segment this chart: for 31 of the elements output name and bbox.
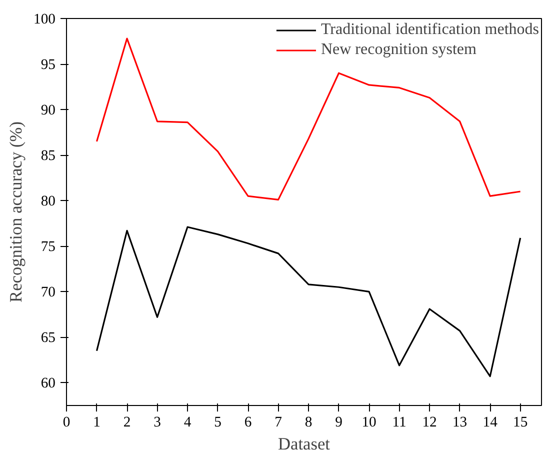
- x-axis-title: Dataset: [278, 434, 330, 454]
- x-tick-label: 2: [123, 414, 131, 430]
- y-tick-label: 95: [40, 57, 56, 74]
- x-tick-label: 8: [304, 414, 312, 430]
- y-tick-label: 90: [40, 102, 56, 119]
- y-tick-label: 85: [40, 148, 56, 164]
- y-tick-label: 65: [40, 330, 56, 346]
- legend-label: New recognition system: [320, 41, 476, 59]
- x-tick-label: 11: [392, 414, 406, 430]
- x-tick-label: 14: [482, 414, 498, 430]
- x-tick-label: 5: [214, 414, 222, 430]
- x-tick-label: 15: [512, 414, 528, 430]
- x-tick-label: 7: [274, 414, 282, 430]
- x-tick-label: 6: [244, 414, 252, 430]
- y-tick-label: 80: [40, 194, 56, 210]
- x-tick-label: 12: [422, 414, 437, 430]
- x-tick-label: 4: [184, 414, 192, 430]
- legend-label: Traditional identification methods: [320, 21, 539, 39]
- y-tick-label: 60: [40, 376, 56, 392]
- x-tick-label: 0: [62, 414, 70, 430]
- x-tick-label: 9: [335, 414, 342, 430]
- y-tick-label: 75: [40, 239, 56, 256]
- x-tick-label: 13: [452, 414, 468, 430]
- x-tick-label: 3: [154, 414, 161, 430]
- y-tick-label: 100: [34, 12, 56, 28]
- line-series: [96, 38, 522, 201]
- line-series: [96, 226, 522, 378]
- y-axis-title: Recognition accuracy (%): [6, 121, 26, 302]
- x-tick-label: 10: [362, 414, 376, 430]
- x-tick-label: 1: [93, 414, 100, 430]
- y-tick-label: 70: [40, 284, 56, 301]
